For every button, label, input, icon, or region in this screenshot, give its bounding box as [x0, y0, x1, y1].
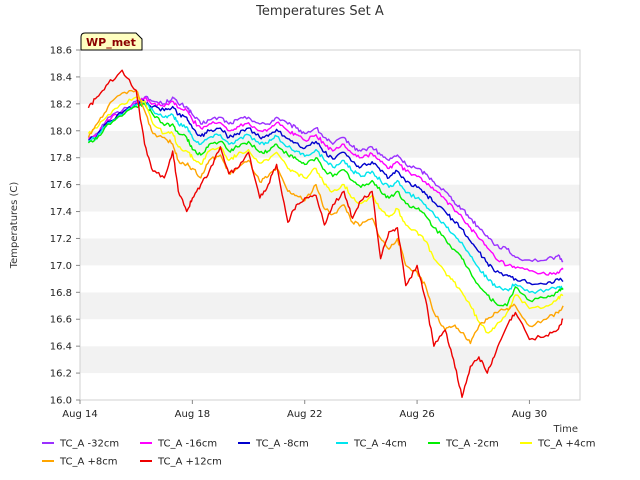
grid-band: [80, 319, 580, 347]
y-tick-label: 17.4: [50, 207, 72, 218]
legend-label: TC_A -16cm: [157, 439, 217, 450]
x-tick-label: Aug 14: [62, 409, 97, 420]
legend-label: TC_A -8cm: [255, 439, 309, 450]
y-tick-label: 16.2: [50, 369, 72, 380]
x-tick-label: Aug 30: [512, 409, 547, 420]
grid-bands: [80, 50, 580, 400]
legend-label: TC_A -4cm: [353, 439, 407, 450]
annotation-box: [80, 32, 143, 51]
y-tick-label: 17.0: [50, 261, 72, 272]
y-axis-title: Temperatures (C): [9, 182, 20, 270]
grid-band: [80, 130, 580, 158]
y-tick-label: 18.4: [50, 72, 72, 83]
series-line-tc-a-8cm: [87, 89, 564, 345]
grid-band: [80, 373, 580, 400]
grid-band: [80, 211, 580, 239]
grid-band: [80, 238, 580, 266]
legend-label: TC_A +12cm: [157, 457, 222, 468]
chart-title: Temperatures Set A: [255, 4, 384, 19]
y-tick-label: 17.2: [50, 234, 72, 245]
series-line-tc-a-32cm: [88, 95, 564, 263]
y-tick-label: 18.6: [50, 46, 72, 57]
series-lines: [87, 69, 564, 398]
y-tick-label: 16.0: [50, 396, 72, 407]
grid-band: [80, 184, 580, 212]
legend-label: TC_A +4cm: [537, 439, 596, 450]
x-tick-label: Aug 26: [399, 409, 434, 420]
grid-band: [80, 76, 580, 104]
y-axis-ticks: 16.0 16.2 16.4 16.6 16.8 17.0 17.2 17.4 17.6 17.8…: [50, 46, 80, 407]
y-tick-label: 16.6: [50, 315, 72, 326]
plot-frame: [79, 49, 581, 401]
series-line-tc-a-12cm: [87, 69, 564, 398]
grid-band: [80, 292, 580, 320]
wp-met-annotation: WP_met: [80, 32, 143, 51]
series-line-tc-a-16cm: [88, 96, 564, 276]
x-tick-label: Aug 22: [287, 409, 322, 420]
grid-band: [80, 157, 580, 185]
y-tick-label: 17.8: [50, 153, 72, 164]
y-tick-label: 18.2: [50, 99, 72, 110]
y-tick-label: 17.6: [50, 180, 72, 191]
series-line-tc-a-2cm: [87, 102, 564, 307]
series-line-tc-a-8cm: [88, 99, 564, 286]
series-line-tc-a-4cm: [87, 96, 564, 334]
y-tick-label: 16.4: [50, 342, 72, 353]
legend-label: TC_A +8cm: [59, 457, 118, 468]
x-axis-ticks: Aug 14 Aug 18 Aug 22 Aug 26 Aug 30: [62, 400, 547, 420]
legend-label: TC_A -32cm: [59, 439, 119, 450]
grid-band: [80, 50, 580, 77]
legend-label: TC_A -2cm: [445, 439, 499, 450]
x-tick-label: Aug 18: [175, 409, 210, 420]
annotation-text: WP_met: [86, 36, 136, 49]
y-tick-label: 16.8: [50, 288, 72, 299]
x-axis-title: Time: [553, 424, 578, 435]
grid-band: [80, 346, 580, 374]
series-line-tc-a-4cm: [87, 100, 564, 294]
legend: TC_A -32cm TC_A -16cm TC_A -8cm TC_A -4cm TC…: [42, 439, 596, 468]
y-tick-label: 18.0: [50, 126, 72, 137]
grid-band: [80, 265, 580, 293]
